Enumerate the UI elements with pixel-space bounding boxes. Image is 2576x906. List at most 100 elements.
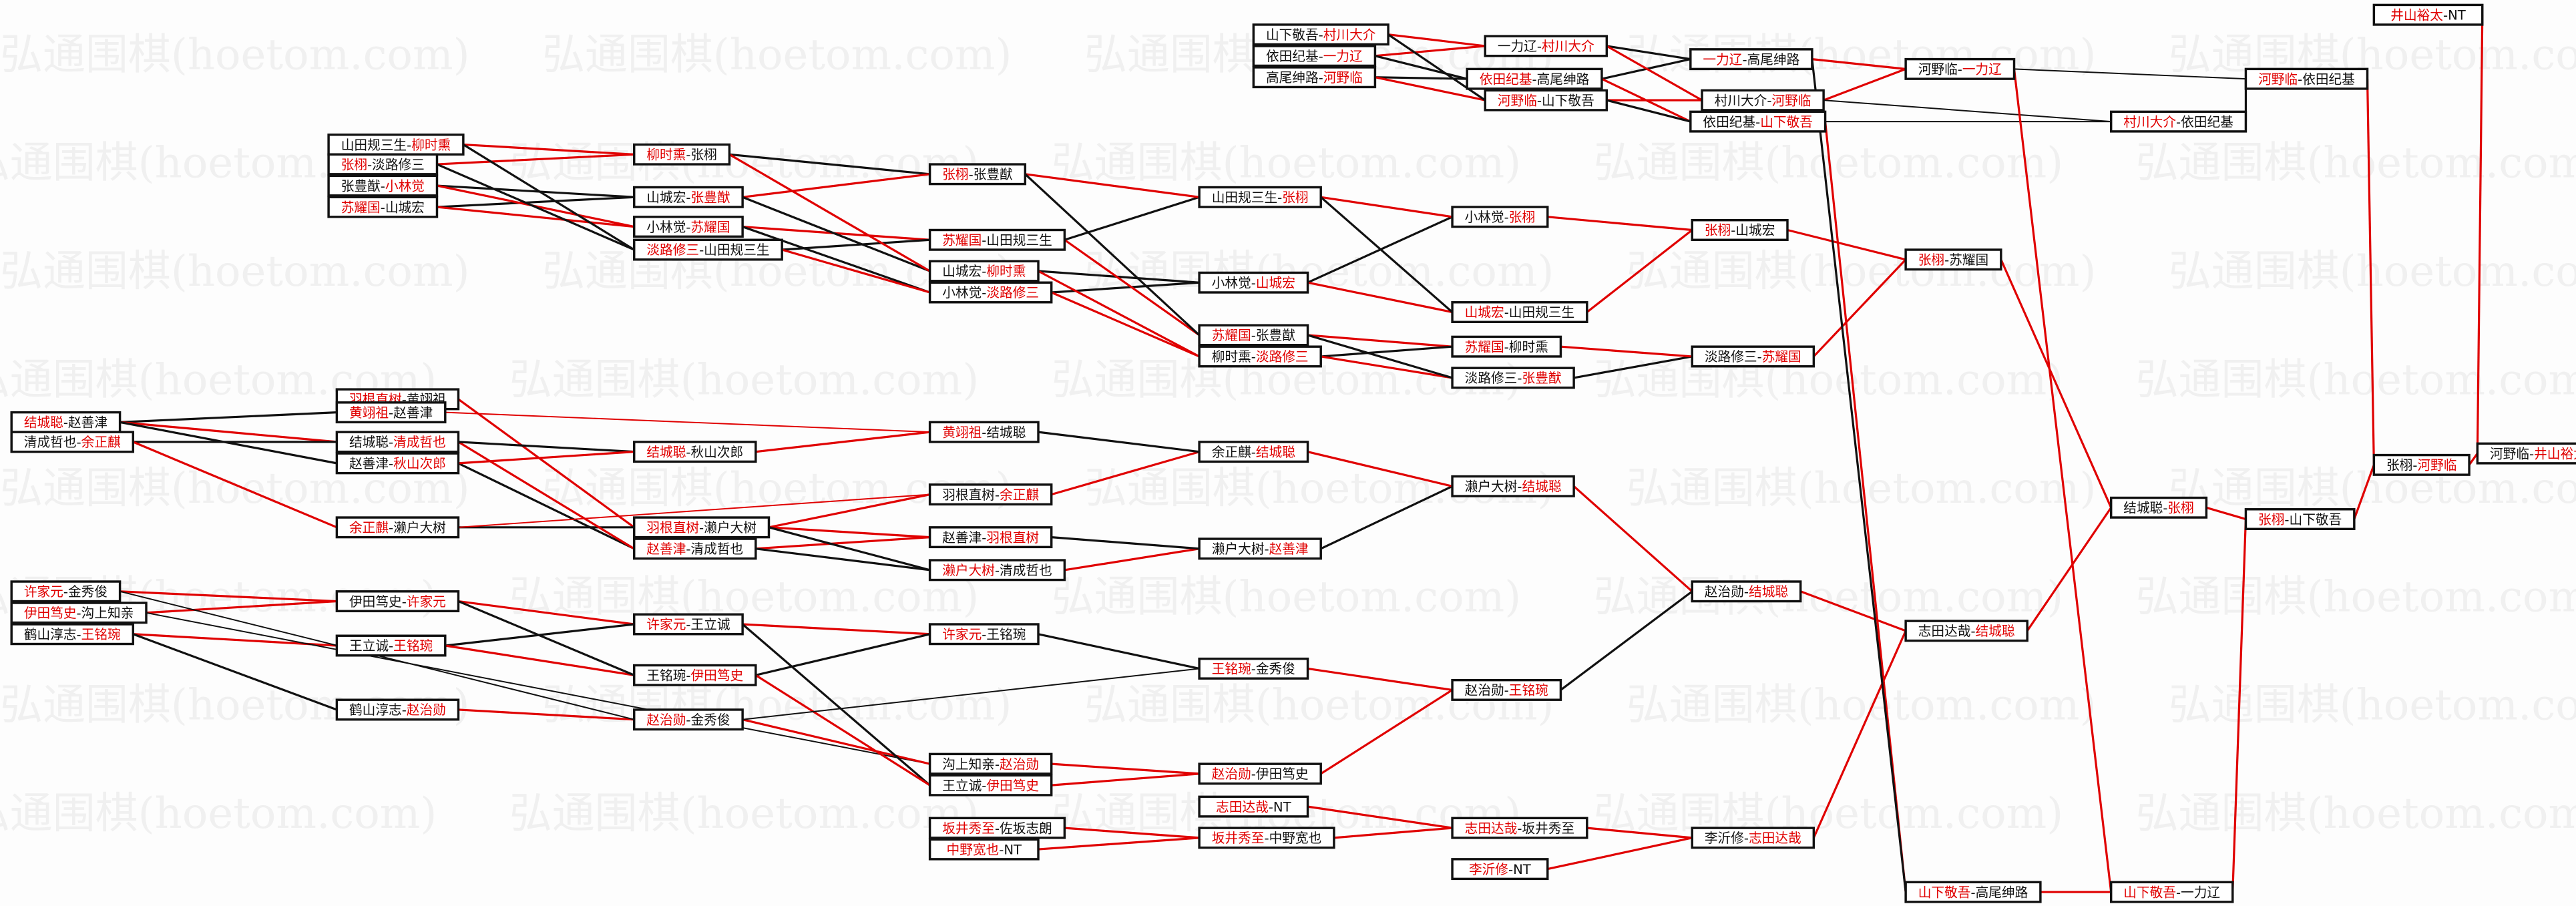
player-name: 志田达哉 — [1749, 831, 1801, 846]
match-box-border — [1484, 89, 1608, 111]
match-box: 一力辽-村川大介 — [1484, 35, 1608, 57]
separator: - — [1269, 799, 1273, 815]
match-box: 王铭琬-金秀俊 — [1198, 657, 1309, 680]
separator: - — [1251, 661, 1256, 676]
match-box: 小林觉-山城宏 — [1198, 271, 1309, 294]
player-name: 村川大介 — [1323, 27, 1376, 42]
match-label: 村川大介-依田纪基 — [2123, 114, 2233, 130]
match-box-border — [1252, 23, 1389, 46]
bracket-line — [1560, 345, 1693, 358]
match-label: 山下敬吾-高尾绅路 — [1918, 885, 2028, 900]
separator: - — [1504, 682, 1509, 698]
player-name: 中野宽也 — [1269, 831, 1322, 846]
match-box: 赵治勋-王铭琬 — [1451, 678, 1562, 701]
match-box-border — [633, 143, 731, 166]
match-box: 河野临-山下敬吾 — [1484, 89, 1608, 111]
bracket-line — [1038, 633, 1200, 670]
match-box-border — [1451, 678, 1562, 701]
match-box-border — [10, 580, 122, 603]
player-name: 河野临 — [1498, 93, 1537, 108]
match-box-border — [10, 411, 122, 433]
watermark-text: 弘通围棋(hoetom.com) — [2136, 139, 2576, 188]
player-name: 中野宽也 — [947, 842, 1000, 857]
player-name: 赵善津 — [393, 405, 433, 420]
match-label: 一力辽-村川大介 — [1498, 39, 1594, 54]
separator: - — [982, 285, 986, 300]
match-box: 志田达哉-NT — [1198, 795, 1309, 818]
player-name: 苏耀国 — [1949, 252, 1988, 268]
bracket-line — [133, 633, 337, 647]
match-label: 小林觉-苏耀国 — [646, 219, 730, 234]
match-box-border — [928, 817, 1066, 839]
watermark-text: 弘通围棋(hoetom.com) — [0, 30, 470, 79]
separator: - — [1264, 541, 1269, 557]
separator: - — [1251, 328, 1256, 343]
bracket-line — [755, 536, 930, 550]
player-name: 山田规三生 — [1212, 190, 1277, 205]
match-box: 依田纪基-一力辽 — [1252, 45, 1377, 67]
player-name: 坂井秀至 — [1522, 821, 1574, 836]
bracket-line — [728, 153, 931, 272]
match-label: 山田规三生-张栩 — [1212, 190, 1309, 205]
separator: - — [2412, 457, 2417, 473]
bracket-line — [1051, 772, 1200, 786]
watermark-text: 弘通围棋(hoetom.com) — [2169, 681, 2576, 730]
bracket-line — [769, 493, 930, 529]
bracket-line — [1038, 270, 1200, 358]
separator: - — [1970, 624, 1975, 639]
match-label: 鹤山淳志-赵治勋 — [349, 702, 446, 718]
player-name: 王铭琬 — [986, 626, 1026, 642]
bracket-line — [437, 153, 634, 166]
match-label: 苏耀国-山田规三生 — [942, 232, 1052, 248]
match-box: 赵治勋-伊田笃史 — [1198, 762, 1322, 785]
match-label: 李沂修-志田达哉 — [1705, 831, 1801, 846]
match-box: 河野临-依田纪基 — [2244, 67, 2369, 90]
bracket-line — [457, 600, 635, 676]
player-name: 赵治勋 — [407, 702, 446, 718]
match-box: 小林觉-苏耀国 — [633, 216, 744, 238]
player-name: 王立诚 — [690, 617, 730, 632]
watermark-text: 弘通围棋(hoetom.com) — [1594, 572, 2064, 622]
match-box-border — [928, 559, 1066, 582]
player-name: 许家元 — [942, 626, 982, 642]
match-box: 河野临-一力辽 — [1904, 57, 2016, 80]
match-label: 村川大介-河野临 — [1715, 93, 1811, 108]
player-name: 佐坂志朗 — [1000, 821, 1052, 836]
match-label: 张栩-张豊猷 — [942, 167, 1013, 182]
match-label: 河野临-井山裕太 — [2490, 446, 2576, 461]
match-box-border — [1198, 762, 1322, 785]
player-name: 志田达哉 — [1918, 624, 1971, 639]
player-name: 淡路修三 — [1256, 349, 1309, 365]
bracket-line — [1606, 45, 1691, 61]
match-box: 伊田笃史-沟上知亲 — [10, 602, 148, 624]
match-label: 小林觉-山城宏 — [1212, 275, 1295, 290]
match-label: 苏耀国-柳时熏 — [1465, 339, 1548, 355]
player-name: 山田规三生 — [1509, 304, 1574, 320]
match-label: 结城聪-张栩 — [2123, 500, 2193, 515]
match-box-border — [1484, 35, 1608, 57]
match-label: 余正麒-濑户大树 — [349, 520, 446, 535]
match-box-border — [1451, 335, 1562, 358]
separator: - — [2176, 885, 2181, 900]
player-name: 山田规三生 — [341, 137, 407, 152]
player-name: 伊田笃史 — [1256, 766, 1309, 782]
player-name: 河野临 — [1771, 93, 1811, 108]
player-name: 张豊猷 — [341, 178, 381, 194]
player-name: 伊田笃史 — [24, 606, 77, 621]
match-label: 志田达哉-NT — [1216, 799, 1292, 815]
match-label: 结城聪-清成哲也 — [349, 435, 446, 450]
bracket-line — [437, 206, 634, 228]
player-name: 一力辽 — [1498, 39, 1537, 54]
player-name: 余正麒 — [81, 435, 121, 450]
match-label: 山田规三生-柳时熏 — [341, 137, 451, 152]
player-name: 沟上知亲 — [942, 756, 995, 772]
player-name: 张栩 — [690, 147, 716, 162]
match-label: 山城宏-张豊猷 — [646, 190, 730, 205]
match-box-border — [1252, 66, 1377, 89]
player-name: 结城聪 — [24, 415, 63, 430]
bracket-line — [1586, 229, 1693, 313]
match-box-border — [335, 431, 460, 453]
player-name: 张豊猷 — [974, 167, 1013, 182]
player-name: 羽根直树 — [646, 520, 699, 535]
